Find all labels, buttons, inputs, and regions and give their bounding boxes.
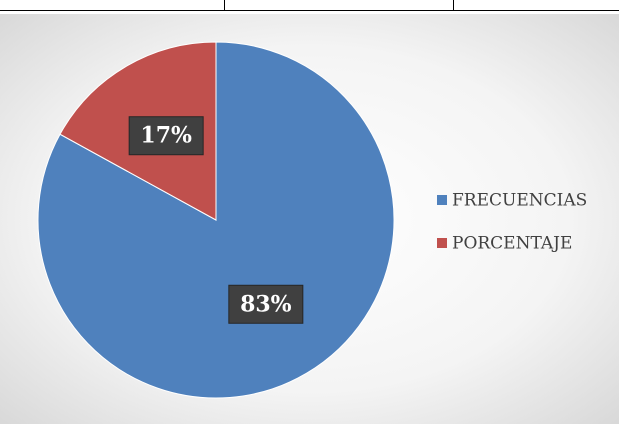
data-label-box [128,116,204,156]
data-label: 17% [140,123,192,149]
pie-slice [37,41,395,399]
legend-label: FRECUENCIAS [452,191,587,211]
legend-swatch [437,238,447,248]
legend-label: PORCENTAJE [452,234,572,254]
data-label: 83% [240,291,292,317]
table-fragment [0,0,619,11]
data-label-box [228,284,304,324]
legend-swatch [437,195,447,205]
